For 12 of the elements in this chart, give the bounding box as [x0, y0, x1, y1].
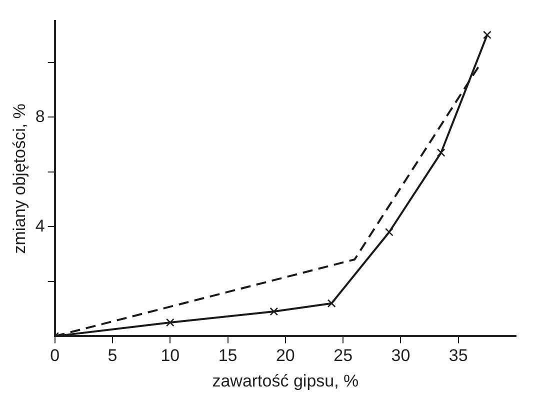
x-tick-label: 25: [334, 346, 353, 366]
x-axis-title: zawartość gipsu, %: [212, 371, 359, 390]
x-tick-label: 35: [448, 346, 468, 366]
y-tick-label: 8: [35, 106, 45, 126]
x-tick-label: 10: [160, 346, 180, 366]
x-tick-label: 15: [218, 346, 238, 366]
x-tick-label: 30: [391, 346, 410, 366]
y-axis-title: zmiany objętości, %: [10, 104, 29, 254]
x-tick-label: 0: [50, 346, 60, 366]
x-tick-label: 20: [276, 346, 295, 366]
y-tick-label: 4: [35, 216, 45, 236]
x-tick-label: 5: [108, 346, 118, 366]
